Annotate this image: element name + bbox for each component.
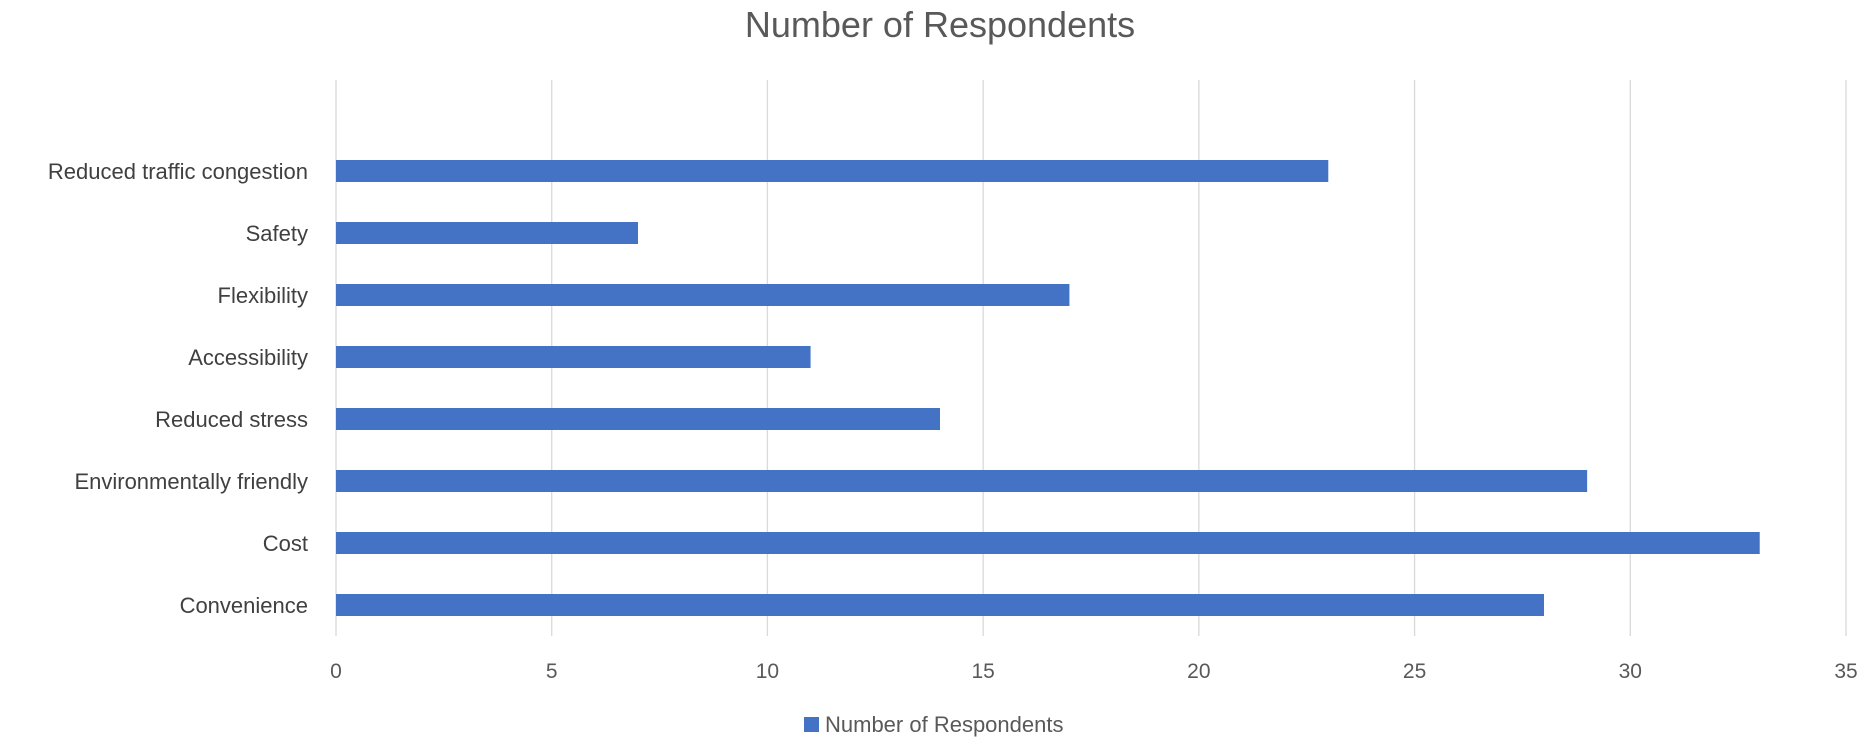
x-tick-label-15: 15 <box>971 660 994 683</box>
chart-title: Number of Respondents <box>745 4 1135 45</box>
legend-label: Number of Respondents <box>825 712 1063 737</box>
legend: Number of Respondents <box>804 712 1063 737</box>
bar-accessibility <box>336 346 811 368</box>
x-tick-label-5: 5 <box>546 660 558 683</box>
category-label-convenience: Convenience <box>180 593 308 618</box>
category-label-safety: Safety <box>246 221 308 246</box>
bars <box>336 160 1760 616</box>
category-label-environmentally-friendly: Environmentally friendly <box>74 469 308 494</box>
bar-reduced-traffic-congestion <box>336 160 1329 182</box>
bar-environmentally-friendly <box>336 470 1588 492</box>
category-labels: Convenience Cost Environmentally friendly R… <box>48 159 308 618</box>
x-tick-label-0: 0 <box>330 660 342 683</box>
bar-flexibility <box>336 284 1070 306</box>
bar-safety <box>336 222 638 244</box>
x-tick-label-30: 30 <box>1619 660 1642 683</box>
category-label-cost: Cost <box>263 531 308 556</box>
category-label-flexibility: Flexibility <box>218 283 308 308</box>
bar-convenience <box>336 594 1544 616</box>
bar-reduced-stress <box>336 408 940 430</box>
x-tick-label-25: 25 <box>1403 660 1426 683</box>
category-label-accessibility: Accessibility <box>188 345 308 370</box>
x-tick-label-20: 20 <box>1187 660 1210 683</box>
x-tick-label-35: 35 <box>1834 660 1857 683</box>
category-label-reduced-stress: Reduced stress <box>155 407 308 432</box>
x-axis-tick-labels: 0 5 10 15 20 25 30 35 <box>330 660 1858 683</box>
legend-swatch <box>804 717 819 732</box>
bar-cost <box>336 532 1760 554</box>
x-tick-label-10: 10 <box>756 660 779 683</box>
category-label-reduced-traffic-congestion: Reduced traffic congestion <box>48 159 308 184</box>
